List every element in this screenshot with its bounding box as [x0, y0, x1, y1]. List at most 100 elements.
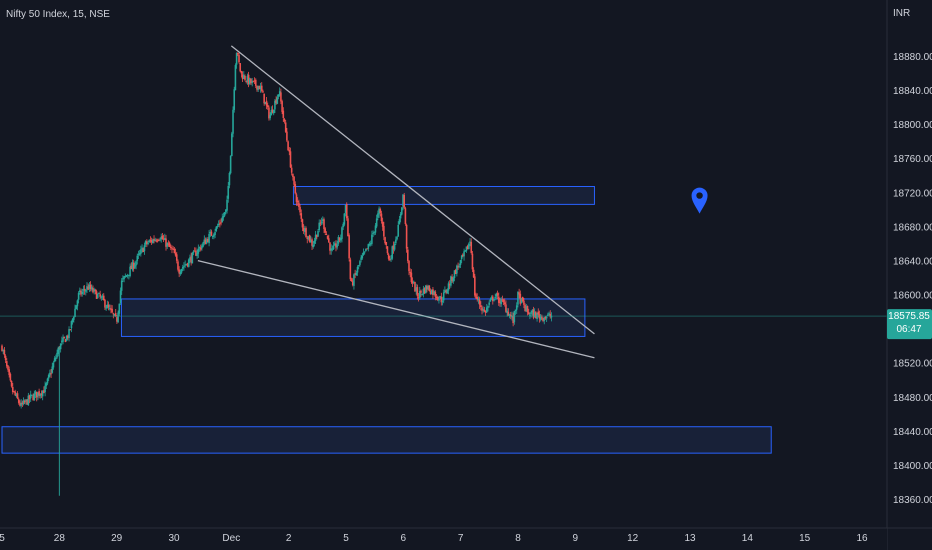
support-resistance-zone[interactable] [292, 185, 595, 205]
y-tick-label: 18600.00 [893, 291, 932, 302]
candle-body [181, 267, 184, 269]
price-axis[interactable] [887, 0, 932, 550]
candle-body [381, 221, 384, 227]
candle-body [500, 299, 502, 305]
candle-body [287, 141, 289, 151]
candle-body [442, 292, 445, 301]
candle-body [393, 244, 396, 250]
candle-body [338, 237, 341, 241]
candle-body [302, 227, 305, 231]
candle-body [215, 226, 218, 231]
candle-body [80, 290, 82, 295]
candle-body [543, 317, 546, 322]
candle-body [525, 306, 528, 312]
candle-body [55, 357, 57, 360]
candle-body [544, 316, 547, 319]
x-tick-label: Dec [222, 533, 240, 544]
candle-body [354, 273, 356, 275]
candle-body [471, 253, 474, 270]
candle-body [403, 194, 406, 208]
candle-body [180, 269, 183, 273]
location-marker-icon[interactable] [691, 187, 708, 214]
candle-body [189, 257, 191, 261]
candle-body [301, 219, 304, 228]
candle-body [367, 244, 370, 249]
candle-body [89, 284, 92, 290]
y-tick-label: 18360.00 [893, 495, 932, 506]
candle-body [533, 311, 536, 318]
candle-body [482, 309, 485, 311]
candle-body [41, 390, 44, 397]
candle-body [4, 355, 7, 360]
candle-body [68, 329, 70, 339]
candle-body [420, 290, 422, 293]
candle-body [148, 240, 151, 242]
candle-body [445, 290, 447, 293]
candle-body [474, 276, 476, 296]
candle-body [326, 235, 329, 239]
candle-body [13, 391, 15, 393]
candle-body [385, 242, 388, 246]
candle-body [538, 314, 541, 319]
candle-body [278, 91, 281, 96]
candle-body [199, 247, 202, 250]
candle-body [487, 305, 489, 308]
trendline[interactable] [230, 45, 595, 335]
support-resistance-zone[interactable] [1, 426, 772, 454]
candle-body [320, 221, 323, 223]
candle-body [451, 276, 453, 281]
candle-body [440, 296, 443, 303]
candle-body [350, 279, 353, 281]
candle-body [277, 94, 280, 97]
candle-body [190, 256, 192, 263]
candle-body [214, 231, 216, 235]
candle-body [531, 310, 534, 313]
time-axis[interactable] [0, 528, 887, 550]
candle-body [332, 245, 335, 250]
candle-body [106, 304, 109, 309]
candle-body [111, 308, 113, 313]
candle-body [290, 167, 293, 173]
candle-body [260, 85, 263, 91]
candle-body [118, 303, 121, 314]
candle-body [337, 236, 340, 244]
x-tick-label: 6 [401, 533, 407, 544]
candle-body [453, 270, 456, 278]
candle-body [375, 218, 378, 227]
candle-body [39, 394, 42, 397]
candle-body [417, 297, 420, 299]
candle-body [84, 290, 87, 292]
candle-body [465, 246, 468, 251]
candle-body [22, 400, 25, 405]
candle-body [160, 236, 163, 240]
candle-body [153, 239, 155, 241]
candle-body [360, 257, 362, 260]
candle-body [497, 296, 500, 303]
candle-body [99, 294, 101, 297]
candle-body [108, 308, 111, 310]
x-tick-label: 14 [742, 533, 754, 544]
candle-body [137, 253, 140, 255]
trendline[interactable] [197, 259, 595, 359]
candle-body [436, 296, 439, 300]
candle-body [518, 292, 520, 295]
candle-body [514, 309, 517, 312]
y-tick-label: 18440.00 [893, 427, 932, 438]
marker-pin-hole [696, 192, 703, 199]
candle-body [284, 122, 287, 132]
candle-body [2, 350, 4, 352]
candle-body [256, 85, 258, 90]
candle-body [429, 290, 432, 294]
candle-body [31, 394, 33, 396]
candle-body [549, 314, 552, 317]
candle-body [480, 305, 482, 307]
candle-body [64, 339, 67, 343]
support-resistance-zone[interactable] [120, 298, 586, 337]
candle-body [136, 255, 139, 261]
candle-body [418, 291, 421, 299]
candle-body [422, 288, 425, 295]
candle-body [16, 393, 19, 399]
candle-body [15, 394, 18, 397]
candle-body [104, 299, 106, 308]
